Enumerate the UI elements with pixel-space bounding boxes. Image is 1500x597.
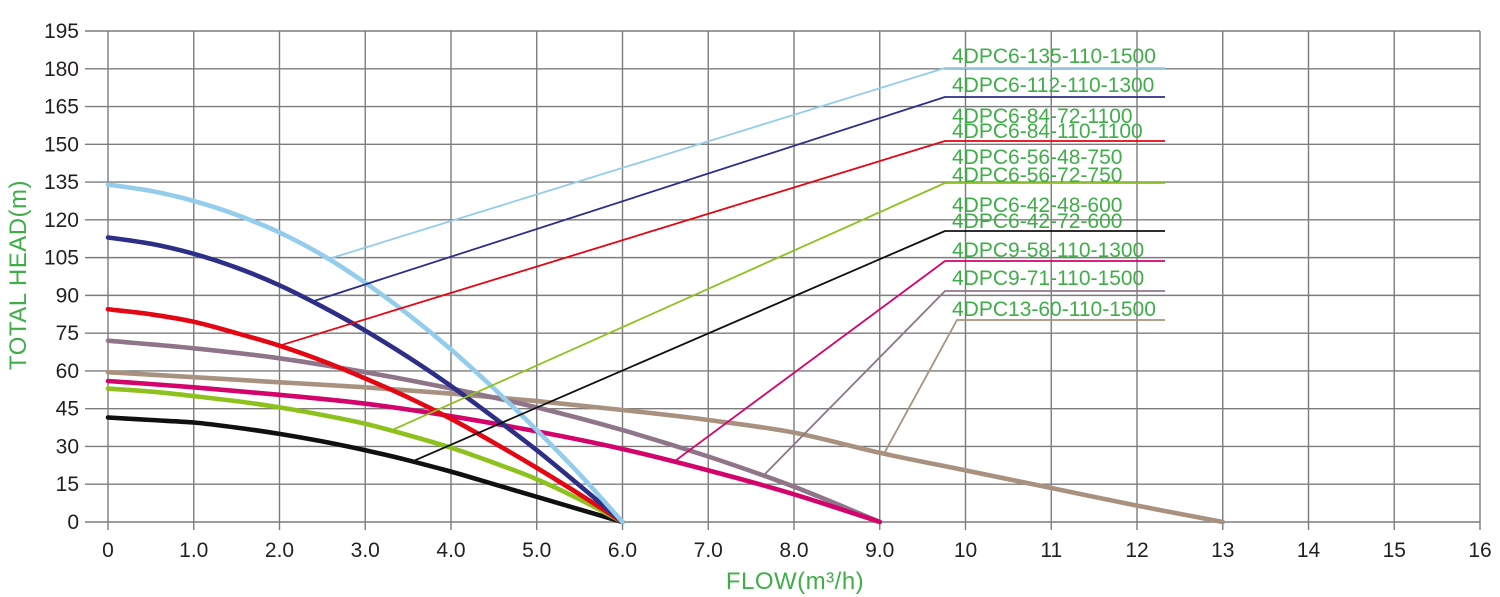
series-callout-labels: 4DPC6-135-110-1500 4DPC6-112-110-1300 4DPC… — [952, 45, 1156, 321]
y-tick-label: 150 — [44, 133, 79, 156]
y-tick-label: 135 — [44, 171, 79, 194]
callout-leader-lines — [279, 67, 1165, 477]
leader-line-4dpc6-112-110-1300 — [311, 96, 1165, 303]
x-tick-label: 1.0 — [179, 539, 208, 562]
curve-label-4dpc13-60-110-1500: 4DPC13-60-110-1500 — [952, 298, 1156, 321]
y-tick-label: 30 — [56, 435, 79, 458]
x-axis-title: FLOW(m³/h) — [726, 568, 864, 595]
x-tick-label: 7.0 — [694, 539, 723, 562]
x-tick-label: 9.0 — [865, 539, 894, 562]
y-tick-label: 0 — [67, 511, 79, 534]
x-tick-label: 12 — [1125, 539, 1148, 562]
y-tick-label: 165 — [44, 96, 79, 119]
pump-curve-4dpc6-112-110-1300 — [105, 235, 625, 525]
pump-curve-4dpc9-71-110-1500 — [105, 338, 883, 525]
leader-line-4dpc6-135-110-1500 — [328, 67, 1165, 260]
y-tick-label: 120 — [44, 209, 79, 232]
x-tick-label: 2.0 — [265, 539, 294, 562]
pump-curves — [105, 182, 1226, 525]
x-tick-label: 11 — [1040, 539, 1062, 562]
curve-label-4dpc6-112-110-1300: 4DPC6-112-110-1300 — [952, 74, 1154, 97]
pump-curve-4dpc13-60-110-1500 — [105, 369, 1226, 525]
y-tick-label: 60 — [56, 360, 79, 383]
pump-curve-4dpc6-135-110-1500 — [105, 182, 625, 525]
y-tick-label: 15 — [56, 473, 79, 496]
x-tick-label: 6.0 — [608, 539, 637, 562]
curve-label-4dpc6-56-750-1: 4DPC6-56-48-750 — [952, 146, 1122, 169]
leader-line-4dpc13-60-110-1500 — [883, 319, 1165, 455]
x-tick-label: 0 — [102, 539, 114, 562]
y-tick-label: 105 — [44, 247, 79, 270]
leader-line-4dpc6-84-1100 — [279, 140, 1165, 347]
x-tick-label: 15 — [1383, 539, 1406, 562]
y-axis-title: TOTAL HEAD(m) — [5, 180, 32, 370]
y-tick-label: 195 — [44, 20, 79, 43]
pump-curve-4dpc6-42-600 — [105, 415, 625, 525]
y-tick-label: 45 — [56, 398, 79, 421]
leader-line-4dpc9-58-110-1300 — [673, 260, 1165, 463]
pump-curve-4dpc6-84-1100 — [105, 306, 625, 525]
y-tick-label: 75 — [56, 322, 79, 345]
x-tick-label: 5.0 — [522, 539, 551, 562]
curve-label-4dpc6-56-750-2: 4DPC6-56-72-750 — [952, 164, 1122, 187]
curve-label-4dpc6-135-110-1500: 4DPC6-135-110-1500 — [952, 45, 1156, 68]
curve-label-4dpc6-42-600-1: 4DPC6-42-48-600 — [952, 194, 1122, 217]
x-tick-label: 4.0 — [436, 539, 465, 562]
curve-label-4dpc6-84-1100-1: 4DPC6-84-72-1100 — [952, 105, 1133, 128]
y-tick-label: 180 — [44, 58, 79, 81]
leader-line-4dpc6-56-750 — [390, 182, 1165, 432]
x-tick-label: 3.0 — [351, 539, 380, 562]
leader-line-4dpc9-71-110-1500 — [762, 290, 1165, 477]
pump-curve-4dpc6-56-750 — [105, 386, 625, 525]
x-tick-label: 13 — [1211, 539, 1234, 562]
axis-tick-labels: 0 1.0 2.0 3.0 4.0 5.0 6.0 7.0 8.0 9.0 10 11 12 13 14 15… — [44, 20, 1492, 562]
x-tick-label: 16 — [1468, 539, 1491, 562]
curve-label-4dpc9-71-110-1500: 4DPC9-71-110-1500 — [952, 267, 1144, 290]
y-tick-label: 90 — [56, 284, 79, 307]
leader-line-4dpc6-42-600 — [412, 230, 1165, 463]
x-tick-label: 14 — [1297, 539, 1321, 562]
curve-label-4dpc9-58-110-1300: 4DPC9-58-110-1300 — [952, 239, 1144, 262]
pump-curve-4dpc9-58-110-1300 — [105, 378, 883, 525]
x-tick-label: 10 — [954, 539, 977, 562]
x-tick-label: 8.0 — [779, 539, 808, 562]
curve-label-4dpc6-42-600-2: 4DPC6-42-72-600 — [952, 210, 1122, 233]
curve-label-4dpc6-84-1100-2: 4DPC6-84-110-1100 — [952, 120, 1143, 143]
